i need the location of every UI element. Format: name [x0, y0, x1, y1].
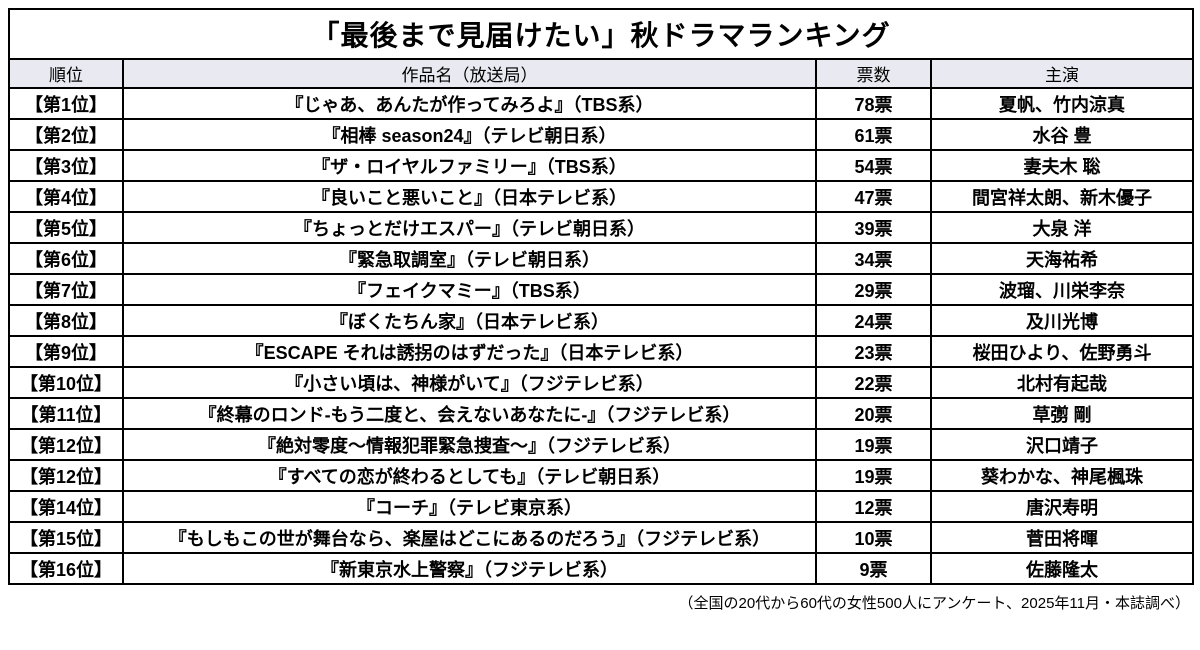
cast-cell: 草彅 剛	[929, 397, 1195, 430]
table-row: 【第1位】 『じゃあ、あんたが作ってみろよ』（TBS系） 78票 夏帆、竹内涼真	[8, 87, 1195, 120]
rank-cell: 【第12位】	[8, 428, 124, 461]
table-row: 【第12位】 『すべての恋が終わるとしても』（テレビ朝日系） 19票 葵わかな、…	[8, 459, 1195, 492]
cast-cell: 唐沢寿明	[929, 490, 1195, 523]
table-row: 【第3位】 『ザ・ロイヤルファミリー』（TBS系） 54票 妻夫木 聡	[8, 149, 1195, 182]
cast-cell: 水谷 豊	[929, 118, 1195, 151]
table-row: 【第6位】 『緊急取調室』（テレビ朝日系） 34票 天海祐希	[8, 242, 1195, 275]
title-cell: 『ESCAPE それは誘拐のはずだった』（日本テレビ系）	[122, 335, 817, 368]
rank-cell: 【第5位】	[8, 211, 124, 244]
votes-cell: 9票	[815, 552, 932, 585]
title-cell: 『相棒 season24』（テレビ朝日系）	[122, 118, 817, 151]
column-header-title: 作品名（放送局）	[122, 58, 817, 89]
votes-cell: 23票	[815, 335, 932, 368]
rank-cell: 【第14位】	[8, 490, 124, 523]
title-cell: 『じゃあ、あんたが作ってみろよ』（TBS系）	[122, 87, 817, 120]
title-cell: 『絶対零度〜情報犯罪緊急捜査〜』（フジテレビ系）	[122, 428, 817, 461]
ranking-table: 「最後まで見届けたい」秋ドラマランキング 順位 作品名（放送局） 票数 主演 【…	[7, 8, 1195, 585]
votes-cell: 22票	[815, 366, 932, 399]
table-row: 【第8位】 『ぼくたちん家』（日本テレビ系） 24票 及川光博	[8, 304, 1195, 337]
cast-cell: 桜田ひより、佐野勇斗	[929, 335, 1195, 368]
table-row: 【第12位】 『絶対零度〜情報犯罪緊急捜査〜』（フジテレビ系） 19票 沢口靖子	[8, 428, 1195, 461]
votes-cell: 24票	[815, 304, 932, 337]
votes-cell: 19票	[815, 459, 932, 492]
title-cell: 『ザ・ロイヤルファミリー』（TBS系）	[122, 149, 817, 182]
table-row: 【第9位】 『ESCAPE それは誘拐のはずだった』（日本テレビ系） 23票 桜…	[8, 335, 1195, 368]
votes-cell: 19票	[815, 428, 932, 461]
cast-cell: 間宮祥太朗、新木優子	[929, 180, 1195, 213]
cast-cell: 波瑠、川栄李奈	[929, 273, 1195, 306]
title-cell: 『緊急取調室』（テレビ朝日系）	[122, 242, 817, 275]
title-cell: 『フェイクマミー』（TBS系）	[122, 273, 817, 306]
table-row: 【第11位】 『終幕のロンド-もう二度と、会えないあなたに-』（フジテレビ系） …	[8, 397, 1195, 430]
cast-cell: 菅田将暉	[929, 521, 1195, 554]
header-row: 順位 作品名（放送局） 票数 主演	[8, 58, 1195, 89]
rank-cell: 【第6位】	[8, 242, 124, 275]
rank-cell: 【第12位】	[8, 459, 124, 492]
table-row: 【第10位】 『小さい頃は、神様がいて』（フジテレビ系） 22票 北村有起哉	[8, 366, 1195, 399]
cast-cell: 天海祐希	[929, 242, 1195, 275]
table-row: 【第4位】 『良いこと悪いこと』（日本テレビ系） 47票 間宮祥太朗、新木優子	[8, 180, 1195, 213]
table-row: 【第2位】 『相棒 season24』（テレビ朝日系） 61票 水谷 豊	[8, 118, 1195, 151]
cast-cell: 及川光博	[929, 304, 1195, 337]
page-title: 「最後まで見届けたい」秋ドラマランキング	[7, 8, 1195, 60]
title-cell: 『小さい頃は、神様がいて』（フジテレビ系）	[122, 366, 817, 399]
rank-cell: 【第9位】	[8, 335, 124, 368]
cast-cell: 葵わかな、神尾楓珠	[929, 459, 1195, 492]
votes-cell: 10票	[815, 521, 932, 554]
column-header-votes: 票数	[815, 58, 932, 89]
votes-cell: 54票	[815, 149, 932, 182]
title-cell: 『すべての恋が終わるとしても』（テレビ朝日系）	[122, 459, 817, 492]
table-row: 【第15位】 『もしもこの世が舞台なら、楽屋はどこにあるのだろう』（フジテレビ系…	[8, 521, 1195, 554]
table-row: 【第5位】 『ちょっとだけエスパー』（テレビ朝日系） 39票 大泉 洋	[8, 211, 1195, 244]
cast-cell: 北村有起哉	[929, 366, 1195, 399]
rank-cell: 【第7位】	[8, 273, 124, 306]
title-cell: 『新東京水上警察』（フジテレビ系）	[122, 552, 817, 585]
table-row: 【第16位】 『新東京水上警察』（フジテレビ系） 9票 佐藤隆太	[8, 552, 1195, 585]
title-cell: 『良いこと悪いこと』（日本テレビ系）	[122, 180, 817, 213]
votes-cell: 61票	[815, 118, 932, 151]
votes-cell: 78票	[815, 87, 932, 120]
ranking-table-container: 「最後まで見届けたい」秋ドラマランキング 順位 作品名（放送局） 票数 主演 【…	[7, 8, 1195, 612]
title-row: 「最後まで見届けたい」秋ドラマランキング	[7, 8, 1195, 60]
title-cell: 『終幕のロンド-もう二度と、会えないあなたに-』（フジテレビ系）	[122, 397, 817, 430]
title-cell: 『ちょっとだけエスパー』（テレビ朝日系）	[122, 211, 817, 244]
rank-cell: 【第11位】	[8, 397, 124, 430]
column-header-rank: 順位	[8, 58, 124, 89]
cast-cell: 妻夫木 聡	[929, 149, 1195, 182]
table-row: 【第7位】 『フェイクマミー』（TBS系） 29票 波瑠、川栄李奈	[8, 273, 1195, 306]
rank-cell: 【第10位】	[8, 366, 124, 399]
column-header-cast: 主演	[929, 58, 1195, 89]
votes-cell: 47票	[815, 180, 932, 213]
cast-cell: 沢口靖子	[929, 428, 1195, 461]
votes-cell: 29票	[815, 273, 932, 306]
rank-cell: 【第16位】	[8, 552, 124, 585]
cast-cell: 大泉 洋	[929, 211, 1195, 244]
footnote: （全国の20代から60代の女性500人にアンケート、2025年11月・本誌調べ）	[678, 595, 1190, 612]
votes-cell: 34票	[815, 242, 932, 275]
rank-cell: 【第1位】	[8, 87, 124, 120]
table-row: 【第14位】 『コーチ』（テレビ東京系） 12票 唐沢寿明	[8, 490, 1195, 523]
votes-cell: 12票	[815, 490, 932, 523]
title-cell: 『もしもこの世が舞台なら、楽屋はどこにあるのだろう』（フジテレビ系）	[122, 521, 817, 554]
cast-cell: 佐藤隆太	[929, 552, 1195, 585]
rank-cell: 【第2位】	[8, 118, 124, 151]
title-cell: 『ぼくたちん家』（日本テレビ系）	[122, 304, 817, 337]
rank-cell: 【第8位】	[8, 304, 124, 337]
title-cell: 『コーチ』（テレビ東京系）	[122, 490, 817, 523]
rank-cell: 【第15位】	[8, 521, 124, 554]
cast-cell: 夏帆、竹内涼真	[929, 87, 1195, 120]
rank-cell: 【第3位】	[8, 149, 124, 182]
votes-cell: 20票	[815, 397, 932, 430]
rank-cell: 【第4位】	[8, 180, 124, 213]
votes-cell: 39票	[815, 211, 932, 244]
